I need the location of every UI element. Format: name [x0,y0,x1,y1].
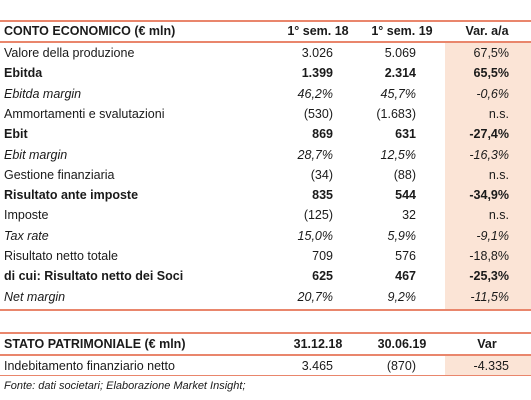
cell: -4.335 [473,359,509,373]
cell: Valore della produzione [4,46,135,60]
rule [0,309,531,311]
cell: 709 [312,249,333,263]
cell: n.s. [488,208,509,223]
cell: -11,5% [470,289,509,304]
cell: Net margin [4,289,66,304]
cell: (530) [303,106,333,121]
cell: 32 [402,208,416,223]
cell: Imposte [4,208,49,223]
rule [0,41,531,43]
rule [0,332,531,334]
var-column-bg [445,43,531,309]
rule [0,354,531,356]
cell: -25,3% [469,269,509,284]
cell: 467 [395,269,416,284]
cell: -0,6% [476,86,509,101]
cell: 1.399 [301,66,333,81]
cell: Tax rate [4,228,49,243]
cell: 67,5% [473,46,509,60]
cell: 30.06.19 [377,337,427,351]
cell: Ebit [4,127,28,142]
cell: 3.465 [301,359,333,373]
cell: (125) [303,208,333,223]
cell: di cui: Risultato netto dei Soci [4,269,184,284]
cell: 28,7% [297,147,333,162]
cell: Ebitda margin [4,86,82,101]
cell: Gestione finanziaria [4,167,115,182]
cell: 20,7% [297,289,333,304]
cell: Indebitamento finanziario netto [4,359,175,373]
cell: Ebitda [4,66,43,81]
cell: Risultato ante imposte [4,188,139,203]
cell: -34,9% [469,188,509,203]
cell: Var [477,337,497,351]
cell: 5,9% [387,228,417,243]
cell: n.s. [488,106,509,121]
cell: 5.069 [384,46,416,60]
cell: (88) [393,167,416,182]
cell: 9,2% [387,289,417,304]
cell: Ammortamenti e svalutazioni [4,106,165,121]
cell: 15,0% [297,228,333,243]
cell: -18,8% [469,249,509,263]
cell: 1° sem. 19 [371,24,433,38]
cell: Var. a/a [465,24,509,38]
cell: 625 [312,269,333,284]
cell: 2.314 [384,66,416,81]
cell: 835 [312,188,333,203]
cell: (34) [310,167,333,182]
cell: 3.026 [301,46,333,60]
cell: 576 [395,249,416,263]
cell: CONTO ECONOMICO (€ mln) [4,24,176,38]
footnote: Fonte: dati societari; Elaborazione Mark… [4,380,246,392]
cell: 46,2% [297,86,333,101]
cell: (870) [386,359,416,373]
rule [0,375,531,376]
cell: 869 [312,127,333,142]
cell: 1° sem. 18 [287,24,349,38]
cell: 12,5% [380,147,416,162]
cell: 45,7% [380,86,416,101]
cell: 65,5% [473,66,509,81]
cell: -16,3% [469,147,509,162]
cell: 31.12.18 [293,337,343,351]
cell: -9,1% [476,228,509,243]
cell: (1.683) [376,106,416,121]
cell: Risultato netto totale [4,249,118,263]
rule [0,20,531,22]
var-column-bg [445,356,531,375]
cell: Ebit margin [4,147,68,162]
cell: -27,4% [469,127,509,142]
cell: 544 [395,188,416,203]
cell: 631 [395,127,416,142]
cell: STATO PATRIMONIALE (€ mln) [4,337,186,351]
cell: n.s. [488,167,509,182]
